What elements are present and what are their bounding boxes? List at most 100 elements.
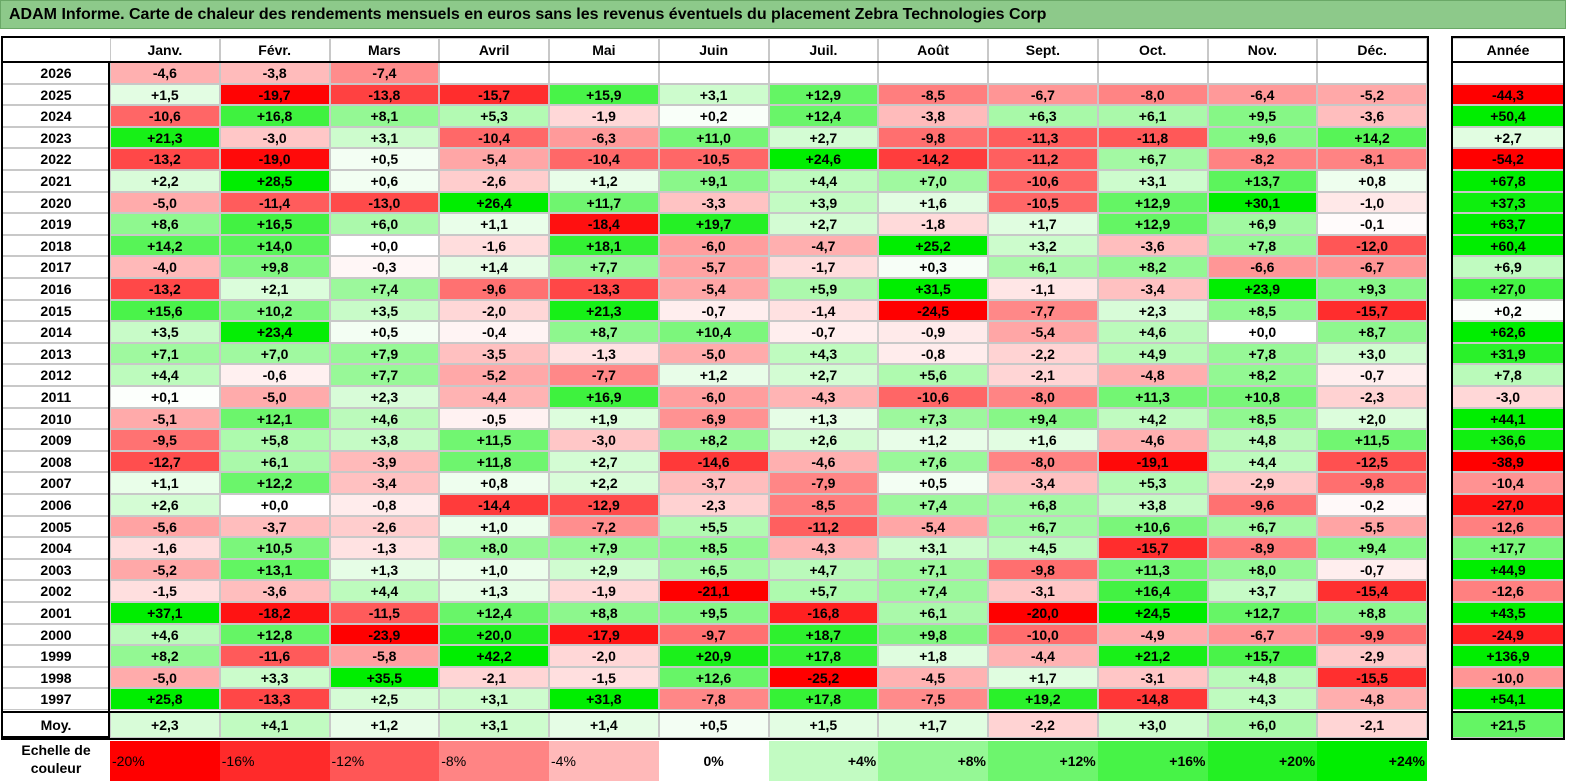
average-cell: +0,5	[658, 712, 769, 738]
heatmap-cell: -3,6	[219, 580, 330, 602]
year-label: 2021	[2, 170, 110, 192]
heatmap-cell: +1,3	[768, 407, 879, 430]
heatmap-cell: -2,9	[1207, 472, 1318, 494]
heatmap-cell: +12,1	[219, 407, 330, 430]
heatmap-cell: -9,6	[1207, 494, 1318, 516]
heatmap-cell: -6,7	[1317, 256, 1427, 278]
heatmap-cell: -5,2	[1317, 83, 1427, 106]
heatmap-cell: -3,0	[549, 429, 659, 451]
heatmap-cell: +1,2	[878, 429, 988, 451]
heatmap-cell: -11,4	[219, 191, 330, 214]
heatmap-cell: -2,1	[439, 666, 549, 689]
heatmap-cell: -7,4	[329, 62, 440, 84]
heatmap-cell: -10,6	[988, 170, 1098, 192]
heatmap-cell: -0,8	[329, 494, 440, 516]
heatmap-cell: +0,0	[329, 234, 440, 257]
year-label: 2023	[2, 126, 110, 149]
heatmap-cell: -9,8	[1317, 472, 1427, 494]
annual-cell: +136,9	[1452, 645, 1564, 667]
heatmap-cell: +10,4	[658, 321, 769, 343]
average-cell: +3,0	[1097, 712, 1208, 738]
heatmap-cell: -5,0	[658, 342, 769, 365]
annual-cell: +44,1	[1452, 407, 1564, 430]
heatmap-cell: -23,9	[329, 623, 440, 646]
chart-title: ADAM Informe. Carte de chaleur des rende…	[0, 0, 1566, 29]
heatmap-cell: +1,4	[439, 256, 549, 278]
heatmap-cell: -3,4	[1097, 278, 1208, 300]
heatmap-cell	[658, 62, 769, 84]
heatmap-cell: +3,2	[988, 234, 1098, 257]
heatmap-cell: +37,1	[110, 602, 220, 624]
heatmap-cell: +1,6	[878, 191, 988, 214]
heatmap-cell: -0,4	[439, 321, 549, 343]
heatmap-cell: -16,8	[768, 602, 879, 624]
color-scale-step: +16%	[1097, 741, 1208, 781]
heatmap-cell: -2,1	[988, 364, 1098, 386]
heatmap-cell: -5,6	[110, 515, 220, 538]
year-label: 2020	[2, 191, 110, 214]
heatmap-cell: +2,1	[219, 278, 330, 300]
heatmap-cell: -10,0	[988, 623, 1098, 646]
heatmap-cell: +5,8	[219, 429, 330, 451]
average-cell: +1,2	[329, 712, 440, 738]
heatmap-cell: +1,1	[110, 472, 220, 494]
heatmap-cell: -1,4	[768, 299, 879, 322]
heatmap-cell: +0,5	[329, 148, 440, 170]
heatmap-cell: +6,1	[988, 256, 1098, 278]
year-label: 2008	[2, 450, 110, 473]
heatmap-cell: -15,4	[1317, 580, 1427, 602]
heatmap-cell: +4,5	[988, 537, 1098, 559]
heatmap-cell: +28,5	[219, 170, 330, 192]
heatmap-cell: +8,8	[1317, 602, 1427, 624]
heatmap-cell: -0,7	[768, 321, 879, 343]
annual-cell: +7,8	[1452, 364, 1564, 386]
heatmap-cell: +3,8	[1097, 494, 1208, 516]
heatmap-cell: +0,5	[878, 472, 988, 494]
heatmap-cell: -3,6	[1317, 105, 1427, 127]
heatmap-cell: +9,5	[1207, 105, 1318, 127]
heatmap-cell: -3,1	[1097, 666, 1208, 689]
heatmap-cell: -3,6	[1097, 234, 1208, 257]
heatmap-cell: -2,3	[658, 494, 769, 516]
heatmap-cell: +7,7	[549, 256, 659, 278]
heatmap-cell: +10,8	[1207, 386, 1318, 408]
heatmap-cell: +15,7	[1207, 645, 1318, 667]
heatmap-cell: -0,6	[219, 364, 330, 386]
heatmap-cell: -15,7	[439, 83, 549, 106]
heatmap-cell	[549, 62, 659, 84]
heatmap-cell: -1,3	[549, 342, 659, 365]
heatmap-cell: +25,8	[110, 688, 220, 710]
heatmap-cell: +15,9	[549, 83, 659, 106]
year-label: 2009	[2, 429, 110, 451]
heatmap-cell: +6,1	[878, 602, 988, 624]
heatmap-cell: -13,8	[329, 83, 440, 106]
heatmap-cell: -6,0	[658, 386, 769, 408]
heatmap-cell: -4,8	[1097, 364, 1208, 386]
month-header: Août	[878, 38, 988, 62]
heatmap-cell: +7,9	[549, 537, 659, 559]
heatmap-cell: +2,3	[1097, 299, 1208, 322]
heatmap-cell: +6,7	[1097, 148, 1208, 170]
heatmap-cell: -9,8	[988, 558, 1098, 581]
heatmap-cell: -7,8	[658, 688, 769, 710]
heatmap-cell: -6,3	[549, 126, 659, 149]
heatmap-cell: -6,6	[1207, 256, 1318, 278]
heatmap-cell: +8,1	[329, 105, 440, 127]
heatmap-cell: +12,2	[219, 472, 330, 494]
year-label: 2004	[2, 537, 110, 559]
heatmap-cell: -4,3	[768, 537, 879, 559]
heatmap-cell: -3,7	[219, 515, 330, 538]
heatmap-cell: +11,8	[439, 450, 549, 473]
heatmap-cell: +20,0	[439, 623, 549, 646]
heatmap-cell: +1,2	[658, 364, 769, 386]
heatmap-cell: -1,0	[1317, 191, 1427, 214]
heatmap-cell: +9,4	[988, 407, 1098, 430]
annual-cell: +37,3	[1452, 191, 1564, 214]
heatmap-cell: +0,8	[1317, 170, 1427, 192]
heatmap-cell: -1,6	[110, 537, 220, 559]
heatmap-cell: -1,7	[768, 256, 879, 278]
heatmap-cell	[1317, 62, 1427, 84]
year-label: 1998	[2, 666, 110, 689]
heatmap-cell: +11,5	[1317, 429, 1427, 451]
heatmap-cell: +1,0	[439, 558, 549, 581]
